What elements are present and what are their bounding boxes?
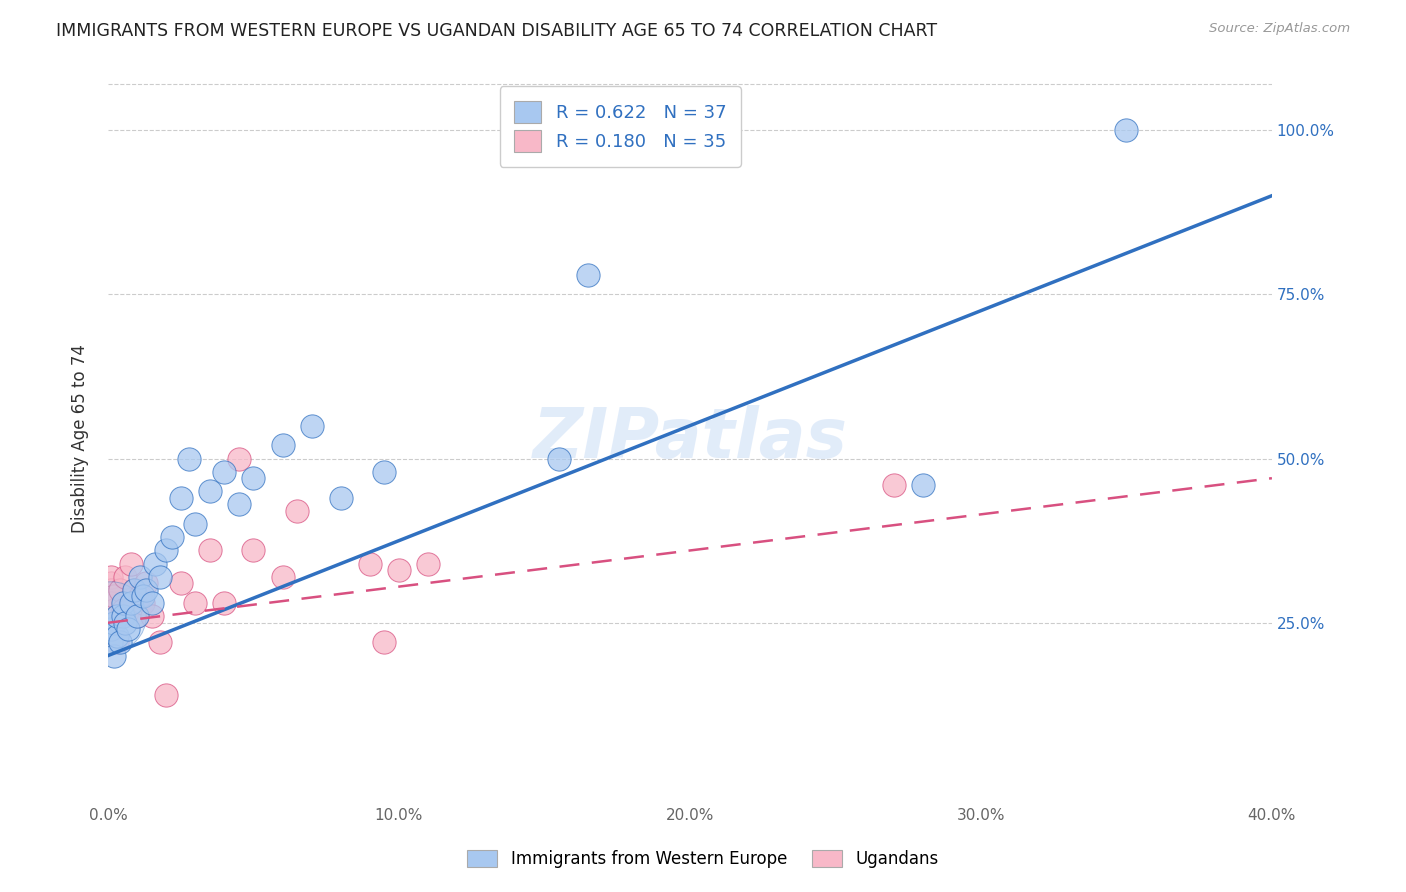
Point bbox=[149, 570, 172, 584]
Point bbox=[184, 517, 207, 532]
Point bbox=[242, 471, 264, 485]
Point bbox=[105, 629, 128, 643]
Point bbox=[127, 609, 149, 624]
Point bbox=[120, 557, 142, 571]
Point bbox=[329, 491, 352, 505]
Point bbox=[359, 557, 381, 571]
Point bbox=[143, 557, 166, 571]
Point bbox=[100, 635, 122, 649]
Point bbox=[100, 590, 122, 604]
Point bbox=[141, 609, 163, 624]
Point bbox=[129, 570, 152, 584]
Legend: R = 0.622   N = 37, R = 0.180   N = 35: R = 0.622 N = 37, R = 0.180 N = 35 bbox=[499, 87, 741, 167]
Y-axis label: Disability Age 65 to 74: Disability Age 65 to 74 bbox=[72, 344, 89, 533]
Point bbox=[373, 465, 395, 479]
Point bbox=[132, 590, 155, 604]
Point bbox=[155, 543, 177, 558]
Point bbox=[100, 596, 122, 610]
Point bbox=[214, 465, 236, 479]
Point bbox=[105, 609, 128, 624]
Point bbox=[111, 602, 134, 616]
Point bbox=[127, 609, 149, 624]
Point bbox=[100, 582, 122, 597]
Point bbox=[135, 576, 157, 591]
Point bbox=[170, 491, 193, 505]
Text: Source: ZipAtlas.com: Source: ZipAtlas.com bbox=[1209, 22, 1350, 36]
Point bbox=[170, 576, 193, 591]
Point bbox=[103, 590, 125, 604]
Point bbox=[1115, 123, 1137, 137]
Point bbox=[117, 602, 139, 616]
Point bbox=[883, 477, 905, 491]
Point bbox=[184, 596, 207, 610]
Legend: Immigrants from Western Europe, Ugandans: Immigrants from Western Europe, Ugandans bbox=[461, 843, 945, 875]
Point bbox=[242, 543, 264, 558]
Point bbox=[108, 635, 131, 649]
Point bbox=[111, 596, 134, 610]
Point bbox=[114, 570, 136, 584]
Point bbox=[285, 504, 308, 518]
Point bbox=[129, 590, 152, 604]
Point bbox=[100, 623, 122, 637]
Point bbox=[100, 576, 122, 591]
Point bbox=[135, 582, 157, 597]
Point bbox=[416, 557, 439, 571]
Point bbox=[388, 563, 411, 577]
Text: IMMIGRANTS FROM WESTERN EUROPE VS UGANDAN DISABILITY AGE 65 TO 74 CORRELATION CH: IMMIGRANTS FROM WESTERN EUROPE VS UGANDA… bbox=[56, 22, 938, 40]
Point bbox=[301, 418, 323, 433]
Point bbox=[160, 530, 183, 544]
Point bbox=[149, 635, 172, 649]
Point bbox=[271, 570, 294, 584]
Point bbox=[117, 623, 139, 637]
Point bbox=[271, 438, 294, 452]
Point bbox=[198, 543, 221, 558]
Point bbox=[100, 609, 122, 624]
Point bbox=[103, 615, 125, 630]
Point bbox=[911, 477, 934, 491]
Point bbox=[122, 582, 145, 597]
Point bbox=[576, 268, 599, 282]
Text: ZIPatlas: ZIPatlas bbox=[533, 405, 848, 472]
Point bbox=[373, 635, 395, 649]
Point bbox=[179, 451, 201, 466]
Point bbox=[214, 596, 236, 610]
Point bbox=[105, 635, 128, 649]
Point bbox=[141, 596, 163, 610]
Point bbox=[120, 596, 142, 610]
Point bbox=[103, 648, 125, 663]
Point bbox=[105, 609, 128, 624]
Point bbox=[114, 615, 136, 630]
Point bbox=[103, 602, 125, 616]
Point bbox=[100, 570, 122, 584]
Point bbox=[132, 596, 155, 610]
Point bbox=[198, 484, 221, 499]
Point bbox=[108, 582, 131, 597]
Point bbox=[548, 451, 571, 466]
Point bbox=[228, 498, 250, 512]
Point bbox=[111, 609, 134, 624]
Point bbox=[155, 688, 177, 702]
Point bbox=[122, 582, 145, 597]
Point bbox=[228, 451, 250, 466]
